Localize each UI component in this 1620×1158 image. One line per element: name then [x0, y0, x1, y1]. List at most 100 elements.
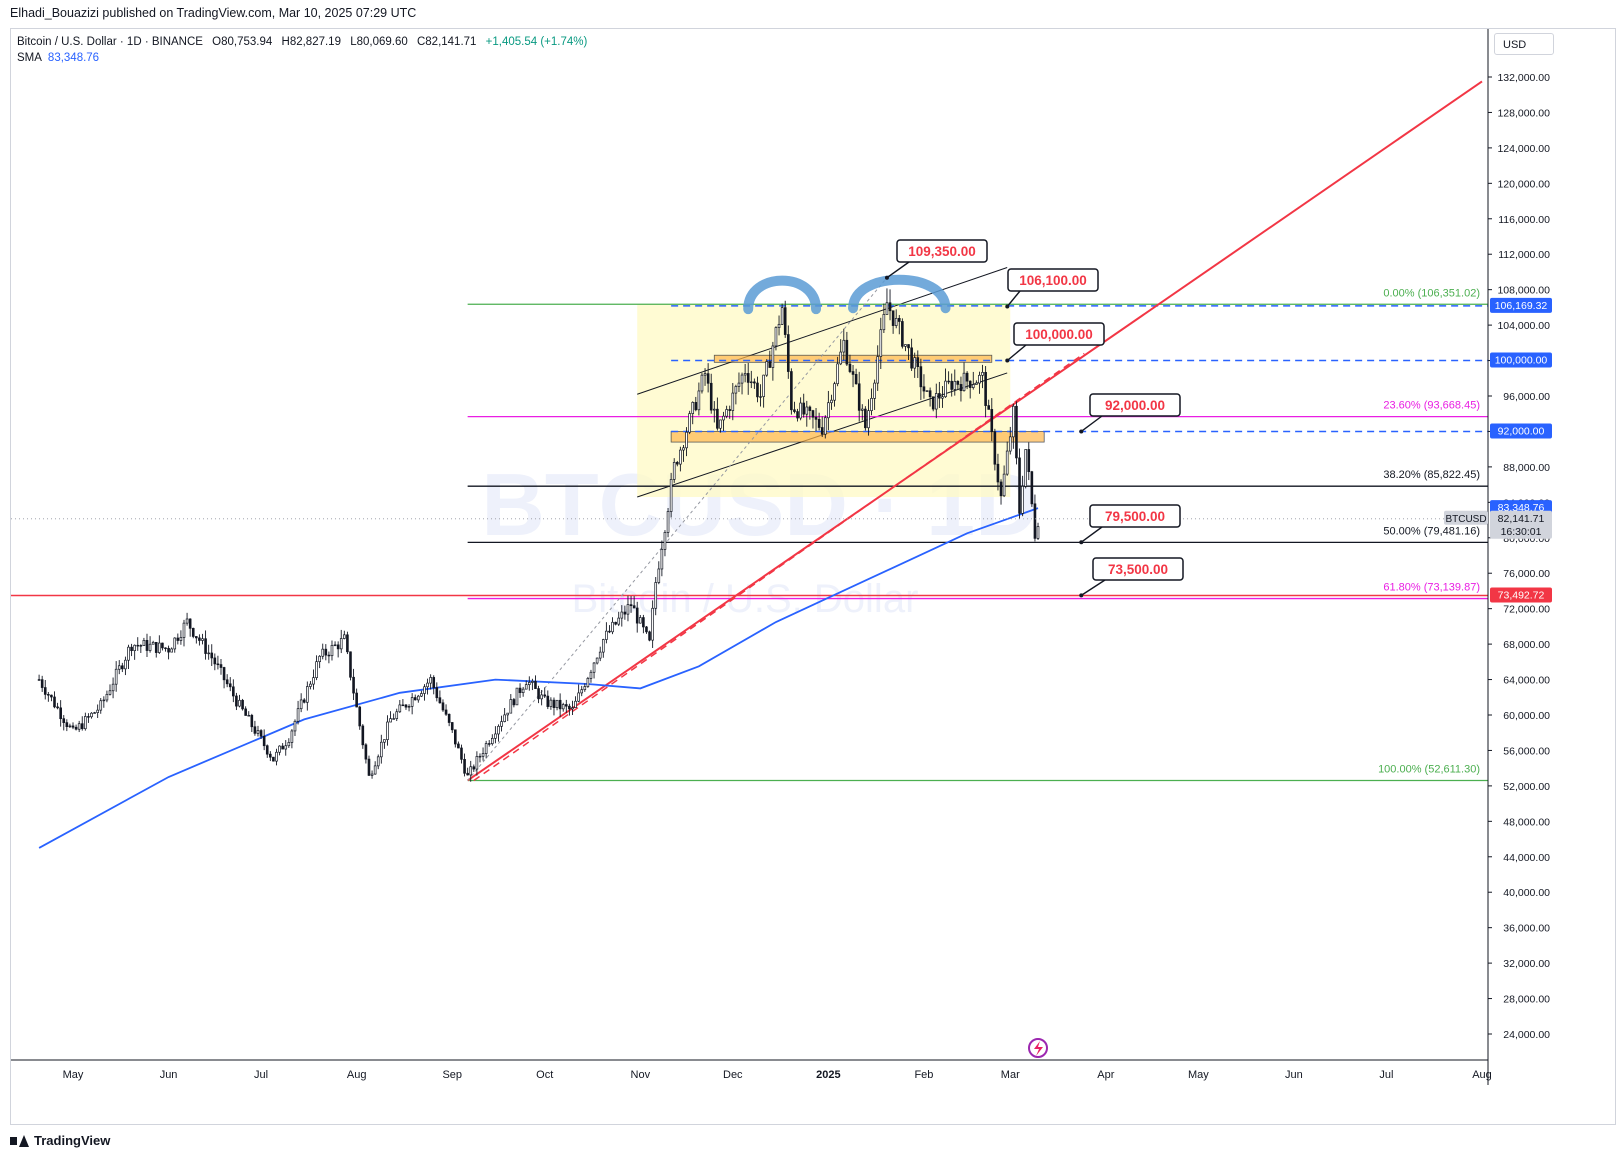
candle-body: [706, 373, 710, 384]
axis-price-badge: [1490, 297, 1552, 313]
legend-open-label: O: [212, 36, 222, 48]
legend-close: 82,141.71: [425, 36, 477, 48]
candle-body: [349, 651, 352, 678]
publisher-line: Elhadi_Bouazizi published on TradingView…: [10, 6, 417, 20]
candle-body: [37, 679, 41, 681]
candle-body: [759, 396, 762, 398]
candle-body: [441, 702, 445, 711]
y-tick-label: 128,000.00: [1497, 107, 1550, 119]
candle-body: [996, 463, 1000, 483]
candle-body: [531, 681, 534, 683]
candle-body: [383, 739, 386, 743]
candle-body: [121, 665, 124, 670]
candle-body: [885, 302, 889, 315]
candle-body: [327, 654, 331, 657]
candle-body: [410, 697, 414, 707]
x-tick-label: Jun: [160, 1069, 178, 1081]
y-tick-label: 60,000.00: [1503, 710, 1550, 722]
chart-legend: Bitcoin / U.S. Dollar · 1D · BINANCE O80…: [17, 34, 587, 66]
candle-body: [96, 709, 99, 713]
candle-body: [151, 641, 155, 645]
candle-body: [93, 712, 96, 714]
candle-body: [484, 743, 488, 754]
axis-price-badge: [1490, 587, 1552, 603]
candle-body: [235, 695, 238, 707]
legend-sma-row[interactable]: SMA 83,348.76: [17, 50, 587, 66]
candle-body: [993, 431, 997, 465]
legend-ohlc-row: Bitcoin / U.S. Dollar · 1D · BINANCE O80…: [17, 34, 587, 50]
chart-frame[interactable]: [10, 28, 1616, 1125]
callout-pointer: [1006, 344, 1027, 362]
candle-body: [981, 372, 984, 376]
candle-body: [50, 694, 53, 698]
candle-body: [130, 646, 133, 651]
callout-box: [1089, 393, 1181, 417]
candle-body: [672, 462, 676, 480]
candle-body: [481, 753, 485, 757]
candle-body: [552, 699, 556, 708]
axis-price-label: 106,169.32: [1490, 297, 1552, 313]
candle-body: [675, 462, 679, 465]
candle-body: [500, 721, 503, 727]
candle-body: [389, 718, 392, 723]
candle-body: [765, 361, 769, 376]
candle-body: [632, 605, 636, 609]
callout-pointer: [1006, 290, 1021, 307]
candle-body: [494, 733, 497, 739]
candle-body: [564, 704, 568, 707]
candle-body: [814, 416, 818, 420]
candle-body: [293, 720, 297, 732]
candle-body: [426, 682, 429, 688]
candle-body: [84, 716, 87, 730]
candles-group: [37, 288, 1040, 782]
candle-body: [59, 707, 62, 720]
x-tick-label: Jul: [254, 1069, 268, 1081]
candle-body: [962, 372, 966, 392]
candle-body: [185, 618, 189, 624]
candle-body: [117, 665, 121, 670]
candle-body: [241, 699, 244, 710]
callout-anchor: [1005, 358, 1010, 363]
candle-body: [629, 604, 633, 607]
candle-body: [521, 688, 525, 694]
y-tick-label: 36,000.00: [1503, 923, 1550, 935]
candle-body: [491, 737, 494, 745]
candle-body: [259, 730, 263, 737]
candle-body: [786, 334, 790, 372]
candle-body: [697, 390, 701, 411]
candle-body: [873, 382, 876, 399]
x-tick-label: Mar: [1001, 1069, 1020, 1081]
legend-symbol[interactable]: Bitcoin / U.S. Dollar · 1D · BINANCE: [17, 36, 203, 48]
candle-body: [336, 644, 340, 650]
candle-body: [392, 718, 395, 720]
candle-body: [796, 411, 799, 419]
candle-body: [823, 417, 827, 435]
x-tick-label: Nov: [631, 1069, 651, 1081]
replay-icon-bolt: [1034, 1041, 1043, 1056]
candle-body: [111, 683, 115, 692]
candle-body: [528, 682, 531, 685]
candle-body: [272, 756, 275, 762]
currency-selector[interactable]: USD: [1494, 33, 1554, 55]
candle-body: [68, 725, 72, 728]
trendline-dashed: [473, 352, 1085, 782]
y-tick-label: 116,000.00: [1498, 214, 1550, 226]
candle-body: [339, 638, 343, 650]
candle-body: [663, 532, 667, 550]
candle-body: [549, 699, 553, 707]
callout-label: 79,500.00: [1105, 509, 1165, 524]
price-callout: 106,100.00: [1005, 268, 1099, 309]
candle-body: [561, 704, 565, 710]
candle-body: [466, 772, 469, 776]
candle-body: [743, 373, 747, 376]
footer-brand[interactable]: TradingView: [10, 1133, 110, 1148]
candle-body: [269, 753, 272, 758]
candle-body: [771, 345, 775, 368]
candle-body: [968, 380, 972, 388]
y-tick-label: 88,000.00: [1503, 462, 1550, 474]
x-tick-label: Oct: [536, 1069, 553, 1081]
candle-body: [583, 686, 587, 691]
